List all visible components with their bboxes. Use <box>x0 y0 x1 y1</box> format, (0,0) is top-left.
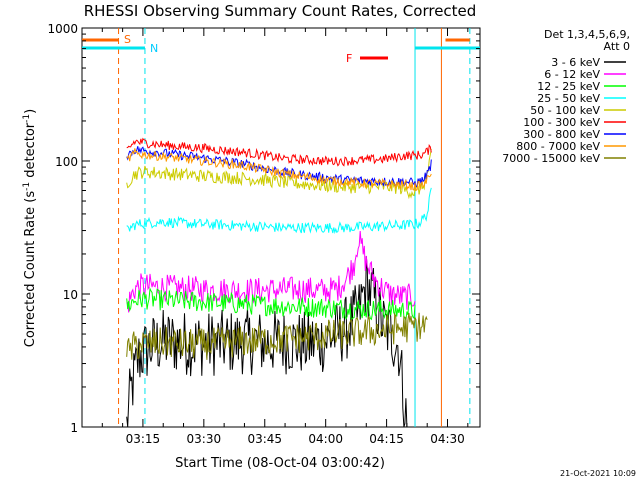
series-line-5 <box>126 137 432 167</box>
annotation-N: N <box>150 42 158 55</box>
legend-label-3: 25 - 50 keV <box>537 92 600 105</box>
x-axis-label: Start Time (08-Oct-04 03:00:42) <box>175 456 385 471</box>
series-line-7 <box>126 148 432 192</box>
x-tick-label: 04:00 <box>308 432 343 446</box>
series-layer <box>126 137 432 428</box>
y-axis: 1 10 100 1000 <box>47 22 480 435</box>
annotation-F: F <box>346 52 352 65</box>
y-tick-label: 10 <box>63 288 78 302</box>
legend-label-8: 7000 - 15000 keV <box>502 152 600 165</box>
x-tick-label: 03:15 <box>126 432 161 446</box>
series-line-0 <box>126 256 408 428</box>
series-line-2 <box>126 286 416 321</box>
plot-frame <box>81 27 481 428</box>
annotations: S N F <box>124 33 352 65</box>
y-tick-label: 100 <box>55 155 78 169</box>
phase-lines <box>82 28 480 427</box>
series-line-6 <box>126 146 432 188</box>
y-tick-label: 1 <box>70 421 78 435</box>
x-tick-label: 03:30 <box>187 432 222 446</box>
legend-subtitle: Att 0 <box>604 40 630 53</box>
series-line-8 <box>126 312 428 360</box>
y-tick-label: 1000 <box>47 22 78 36</box>
x-tick-label: 03:45 <box>247 432 282 446</box>
legend-label-1: 6 - 12 keV <box>544 68 600 81</box>
legend-title: Det 1,3,4,5,6,9, <box>544 28 630 41</box>
legend-label-0: 3 - 6 keV <box>551 56 600 69</box>
chart-title: RHESSI Observing Summary Count Rates, Co… <box>84 2 477 20</box>
x-axis: 03:15 03:30 03:45 04:00 04:15 04:30 <box>101 28 469 446</box>
x-tick-label: 04:15 <box>369 432 404 446</box>
footer-timestamp: 21-Oct-2021 10:09 <box>560 469 636 478</box>
legend-label-4: 50 - 100 keV <box>530 104 600 117</box>
series-line-3 <box>126 187 432 235</box>
series-line-1 <box>126 230 416 313</box>
legend-label-5: 100 - 300 keV <box>523 116 600 129</box>
legend-label-6: 300 - 800 keV <box>523 128 600 141</box>
x-tick-label: 04:30 <box>430 432 465 446</box>
legend-label-2: 12 - 25 keV <box>537 80 600 93</box>
annotation-S: S <box>124 33 131 46</box>
y-axis-label: Corrected Count Rate (s-1 detector-1) <box>22 109 38 347</box>
legend-label-7: 800 - 7000 keV <box>516 140 600 153</box>
